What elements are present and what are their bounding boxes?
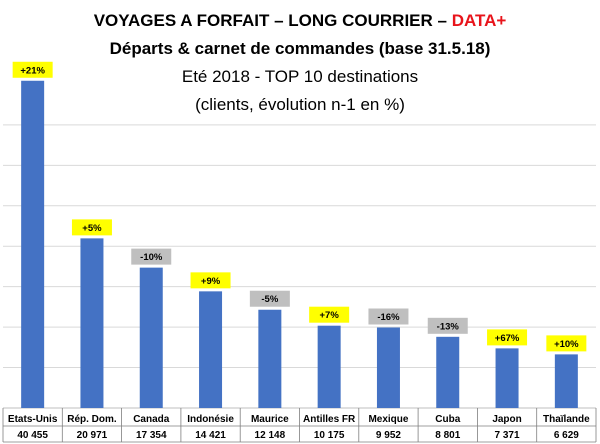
evolution-label: +67%	[495, 333, 520, 344]
evolution-badge-box	[427, 317, 468, 334]
evolution-label: -16%	[377, 312, 400, 323]
evolution-badge: +67%	[487, 329, 528, 346]
evolution-badge: -13%	[427, 317, 468, 334]
category-label: Cuba	[435, 414, 460, 425]
value-label: 9 952	[376, 430, 401, 441]
bar	[554, 354, 578, 408]
value-label: 20 971	[77, 430, 108, 441]
evolution-badge: +21%	[12, 61, 53, 78]
bar	[80, 238, 104, 408]
category-labels: Etats-Unis Rép. Dom. Canada Indonésie Mauric…	[8, 414, 590, 425]
category-label: Rép. Dom.	[67, 414, 117, 425]
evolution-badge-box	[71, 219, 112, 236]
evolution-badge-box	[309, 306, 350, 323]
evolution-badge: -5%	[249, 290, 290, 307]
evolution-badge: +5%	[71, 219, 112, 236]
evolution-label: +10%	[554, 339, 579, 350]
evolution-label: +7%	[320, 310, 340, 321]
category-label: Etats-Unis	[8, 414, 58, 425]
category-label: Mexique	[368, 414, 408, 425]
category-label: Canada	[133, 414, 170, 425]
evolution-badge: -16%	[368, 308, 409, 325]
evolution-label: -13%	[437, 321, 460, 332]
bar	[495, 348, 519, 408]
category-label: Indonésie	[187, 414, 234, 425]
evolution-label: +5%	[82, 223, 102, 234]
bar	[199, 291, 223, 408]
evolution-badge-box	[12, 61, 53, 78]
evolution-badge-box	[487, 329, 528, 346]
value-label: 10 175	[314, 430, 345, 441]
evolution-badge-box	[249, 290, 290, 307]
value-label: 17 354	[136, 430, 167, 441]
value-label: 14 421	[195, 430, 226, 441]
category-label: Antilles FR	[303, 414, 356, 425]
evolution-badge-box	[131, 248, 172, 265]
chart-title-main: VOYAGES A FORFAIT – LONG COURRIER –	[94, 11, 452, 30]
bars	[21, 80, 578, 408]
evolution-label: -5%	[261, 294, 278, 305]
evolution-label: -10%	[140, 252, 163, 263]
bar	[139, 267, 163, 408]
evolution-badges: +21% +5% -10% +9% -5% +7% -16% -13% +67% +10%	[12, 61, 587, 352]
evolution-label: +21%	[20, 65, 45, 76]
evolution-badge: -10%	[131, 248, 172, 265]
chart-subtitle-season: Eté 2018 - TOP 10 destinations	[182, 67, 418, 86]
value-table: 40 455 20 971 17 354 14 421 12 148 10 175 9 95…	[2, 408, 597, 443]
evolution-badge-box	[546, 335, 587, 352]
chart-subtitle: Départs & carnet de commandes (base 31.5…	[110, 39, 491, 58]
evolution-badge-box	[190, 272, 231, 289]
value-label: 40 455	[17, 430, 48, 441]
value-label: 7 371	[495, 430, 520, 441]
bar	[317, 325, 341, 408]
evolution-badge: +7%	[309, 306, 350, 323]
bar	[21, 80, 45, 408]
chart-subtitle-unit: (clients, évolution n-1 en %)	[195, 95, 405, 114]
evolution-badge: +10%	[546, 335, 587, 352]
category-label: Maurice	[251, 414, 289, 425]
value-label: 12 148	[255, 430, 286, 441]
chart-title: VOYAGES A FORFAIT – LONG COURRIER – DATA…	[94, 11, 507, 30]
bar	[258, 309, 282, 408]
evolution-badge-box	[368, 308, 409, 325]
category-label: Japon	[492, 414, 521, 425]
evolution-label: +9%	[201, 276, 221, 287]
value-label: 8 801	[435, 430, 460, 441]
bar	[436, 336, 460, 408]
bar	[376, 327, 400, 408]
evolution-badge: +9%	[190, 272, 231, 289]
category-label: Thaïlande	[543, 414, 590, 425]
chart-title-accent: DATA+	[452, 11, 507, 30]
value-label: 6 629	[554, 430, 579, 441]
